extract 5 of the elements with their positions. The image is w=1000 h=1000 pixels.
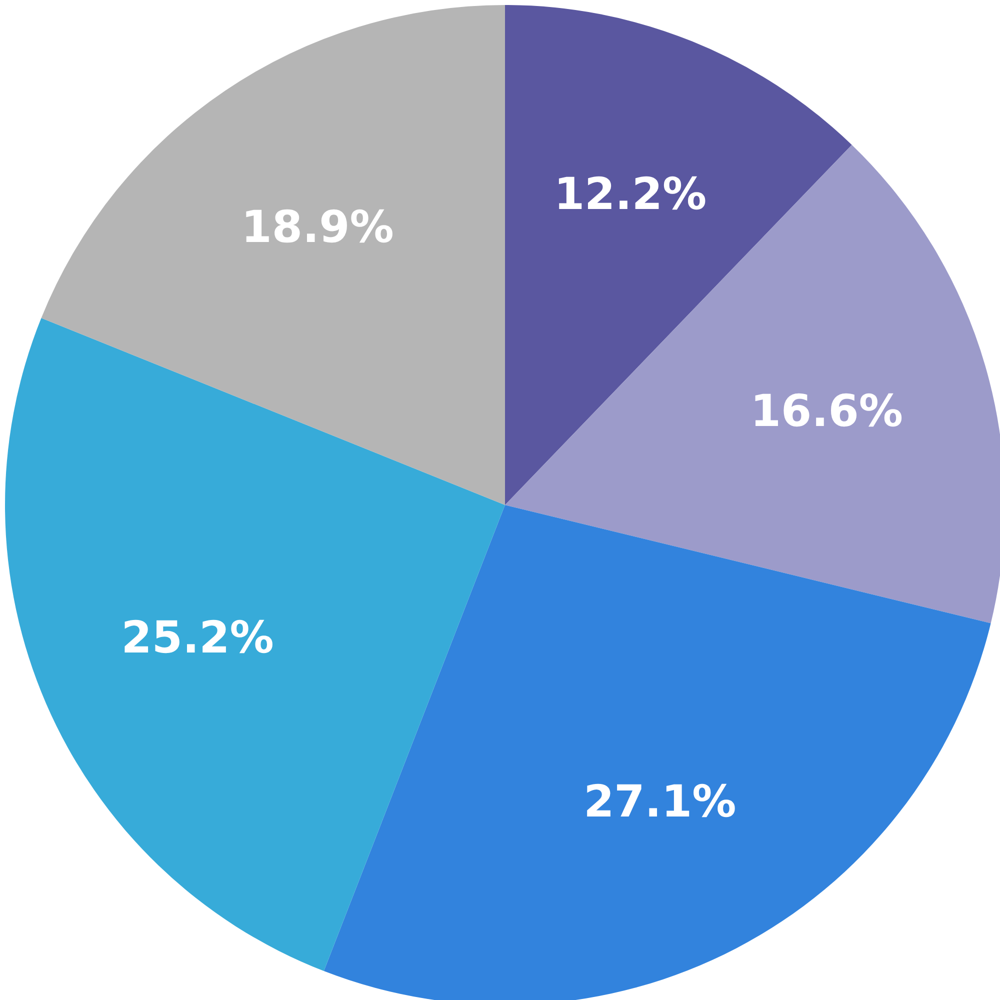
data-label: 18.9% — [241, 202, 394, 253]
data-label: 25.2% — [121, 612, 274, 664]
data-label: 16.6% — [750, 386, 904, 438]
data-label: 12.2% — [554, 168, 707, 220]
data-label: 27.1% — [584, 776, 736, 828]
